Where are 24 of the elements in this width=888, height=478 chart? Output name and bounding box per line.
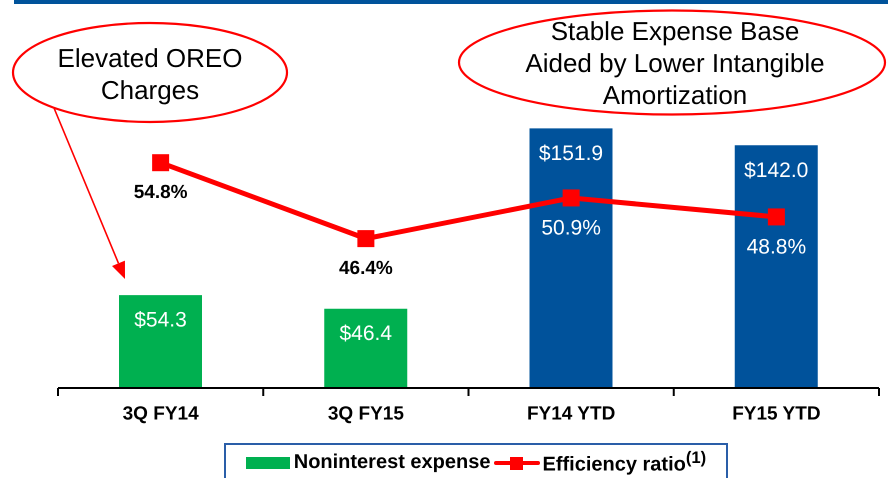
bar bbox=[530, 128, 612, 388]
point bbox=[152, 154, 170, 172]
x-tick-label: 3Q FY15 bbox=[328, 404, 404, 424]
text: Elevated OREO Charges bbox=[58, 43, 242, 105]
point bbox=[357, 230, 374, 248]
legend-label: Efficiency ratio$^{(1)}$ bbox=[542, 448, 706, 477]
data-label: $46.4 bbox=[339, 322, 392, 346]
bar bbox=[324, 308, 408, 388]
data-label: 54.8% bbox=[134, 182, 188, 204]
data-label: 48.8% bbox=[746, 235, 806, 258]
data-label: $151.9 bbox=[538, 142, 604, 165]
text: Stable Expense Base Aided by Lower Intangible Amortization bbox=[525, 16, 825, 110]
x-tick-label: FY15 YTD bbox=[732, 404, 821, 424]
bar bbox=[119, 295, 202, 388]
point bbox=[562, 189, 580, 206]
data-label: $54.3 bbox=[134, 308, 187, 332]
legend-label: Noninterest expense bbox=[294, 451, 490, 474]
data-label: 50.9% bbox=[541, 216, 601, 240]
data-label: $142.0 bbox=[744, 158, 808, 182]
x-tick-label: FY14 YTD bbox=[526, 404, 616, 424]
data-label: 46.4% bbox=[338, 258, 393, 280]
bar bbox=[734, 145, 818, 388]
point bbox=[768, 208, 785, 226]
x-tick-label: 3Q FY14 bbox=[122, 404, 200, 424]
